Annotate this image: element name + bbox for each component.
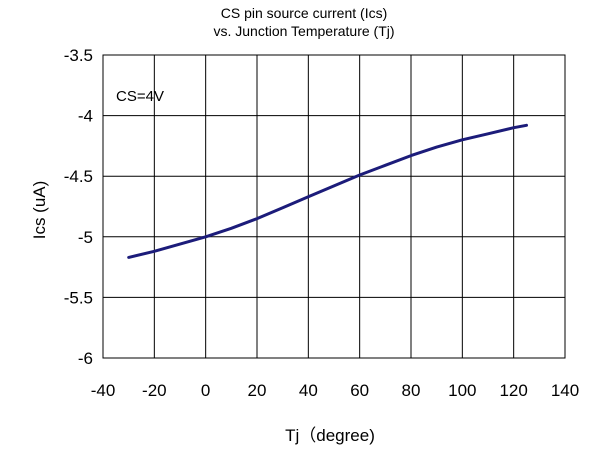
x-tick-label: -40 [91, 381, 116, 400]
condition-annotation: CS=4V [116, 88, 164, 105]
y-tick-label: -4.5 [64, 167, 93, 186]
y-tick-label: -6 [78, 349, 93, 368]
x-tick-label: 0 [201, 381, 210, 400]
x-tick-label: 120 [499, 381, 527, 400]
y-tick-label: -5.5 [64, 288, 93, 307]
grid-lines [102, 54, 566, 359]
x-tick-label: 140 [551, 381, 579, 400]
chart-title-line-2: vs. Junction Temperature (Tj) [213, 23, 394, 39]
y-tick-label: -5 [78, 228, 93, 247]
series-line [127, 123, 528, 259]
x-tick-label: 20 [248, 381, 267, 400]
x-tick-label: 80 [402, 381, 421, 400]
y-axis-label: Ics (uA) [30, 181, 49, 240]
x-tick-labels: -40 -20 0 20 40 60 80 100 120 140 [91, 381, 579, 400]
x-tick-label: -20 [142, 381, 167, 400]
x-tick-label: 60 [350, 381, 369, 400]
y-tick-label: -3.5 [64, 46, 93, 65]
y-tick-labels: -3.5 -4 -4.5 -5 -5.5 -6 [64, 46, 93, 368]
plot-area-frame [102, 54, 566, 359]
x-tick-label: 100 [448, 381, 476, 400]
chart-title-line-1: CS pin source current (Ics) [221, 5, 388, 21]
y-tick-label: -4 [78, 107, 93, 126]
x-tick-label: 40 [299, 381, 318, 400]
x-axis-label: Tj（degree) [285, 426, 375, 445]
